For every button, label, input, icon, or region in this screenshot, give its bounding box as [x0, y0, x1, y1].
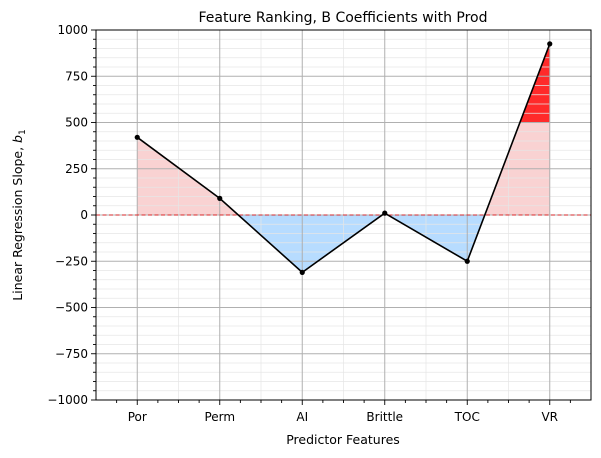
- data-point-ai: [299, 269, 305, 275]
- axis-ticks: [91, 29, 571, 405]
- chart-title: Feature Ranking, B Coefficients with Pro…: [199, 10, 488, 26]
- y-tick-label: 0: [80, 208, 88, 222]
- data-point-vr: [547, 41, 553, 47]
- y-axis-label-subscript: 1: [18, 129, 28, 135]
- x-axis-label: Predictor Features: [286, 432, 400, 447]
- x-tick-label-toc: TOC: [454, 410, 480, 424]
- series-polyline: [136, 43, 551, 274]
- data-point-perm: [217, 195, 223, 201]
- y-tick-label: 1000: [57, 23, 88, 37]
- y-tick-label: 500: [65, 116, 88, 130]
- y-tick-label: −500: [55, 301, 88, 315]
- x-tick-label-vr: VR: [541, 410, 558, 424]
- data-point-brittle: [382, 210, 388, 216]
- x-tick-label-ai: AI: [296, 410, 308, 424]
- series-line: [134, 41, 553, 275]
- y-tick-label: −750: [55, 347, 88, 361]
- data-point-toc: [464, 258, 470, 264]
- x-tick-label-perm: Perm: [204, 410, 235, 424]
- y-tick-label: 250: [65, 162, 88, 176]
- y-tick-labels: −1000 −750 −500 −250 0 250 500 750 1000: [47, 23, 88, 407]
- x-tick-label-por: Por: [128, 410, 147, 424]
- y-axis-label-variable: b: [10, 135, 25, 143]
- y-axis-label: Linear Regression Slope, b1: [10, 129, 28, 300]
- y-tick-label: −250: [55, 254, 88, 268]
- y-tick-label: −1000: [47, 393, 88, 407]
- data-point-por: [134, 134, 140, 140]
- x-tick-label-brittle: Brittle: [366, 410, 403, 424]
- y-tick-label: 750: [65, 69, 88, 83]
- x-tick-labels: Por Perm AI Brittle TOC VR: [128, 410, 558, 424]
- y-axis-label-text: Linear Regression Slope,: [10, 143, 25, 301]
- minor-grid: [95, 30, 592, 400]
